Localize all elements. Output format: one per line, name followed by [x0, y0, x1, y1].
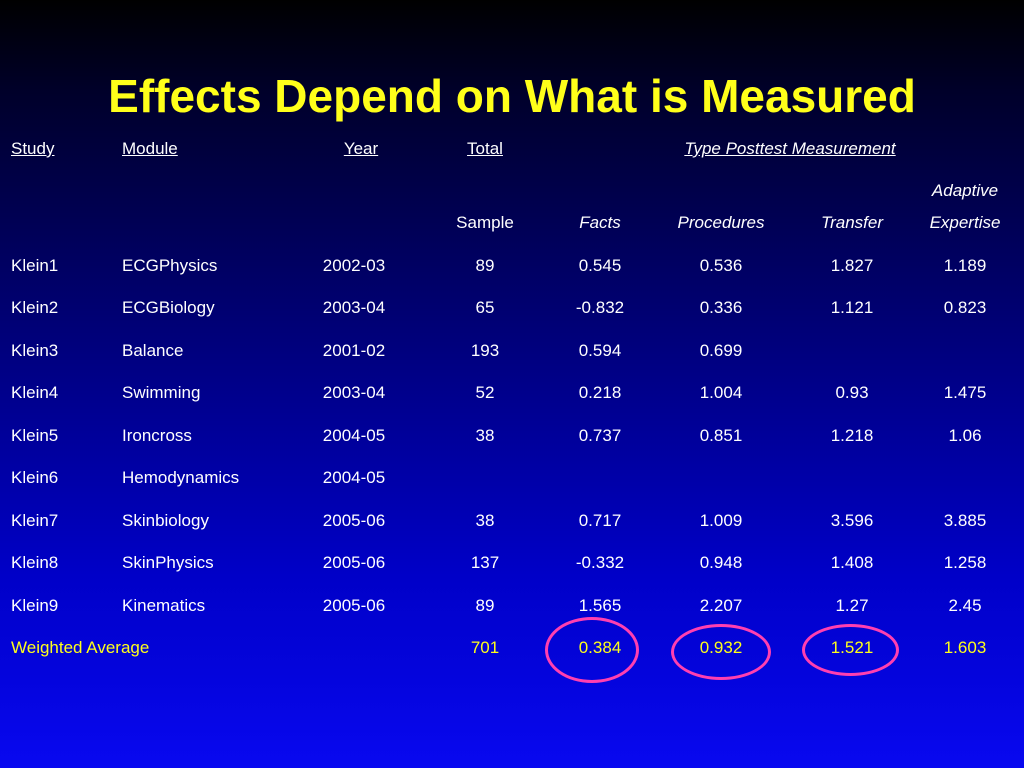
cell-adaptive: 1.06	[948, 426, 982, 445]
cell-year: 2003-04	[322, 383, 386, 402]
cell-module: Hemodynamics	[122, 468, 240, 487]
cell-adaptive: 0.823	[943, 298, 987, 317]
cell-module: Swimming	[122, 383, 201, 402]
cell-study: Klein5	[11, 426, 59, 445]
cell-procedures: 0.536	[699, 256, 743, 275]
cell-facts: 0.737	[578, 426, 622, 445]
cell-study: Klein3	[11, 341, 59, 360]
cell-sample: 89	[475, 596, 495, 615]
cell-adaptive: 2.45	[948, 596, 982, 615]
header-module: Module	[122, 139, 178, 158]
cell-study: Klein7	[11, 511, 59, 530]
cell-procedures: 0.699	[699, 341, 743, 360]
cell-transfer: 1.27	[835, 596, 869, 615]
header-total: Total	[467, 139, 503, 158]
cell-procedures: 2.207	[699, 596, 743, 615]
header-type-posttest: Type Posttest Measurement	[684, 139, 896, 158]
weighted-sample: 701	[470, 638, 500, 657]
header-sample: Sample	[456, 213, 514, 232]
highlight-circle-facts	[545, 617, 639, 683]
cell-sample: 137	[470, 553, 500, 572]
cell-sample: 38	[475, 426, 495, 445]
cell-transfer: 1.827	[830, 256, 874, 275]
slide-title: Effects Depend on What is Measured	[108, 70, 916, 122]
highlight-circle-procedures	[671, 624, 771, 680]
cell-facts: -0.332	[575, 553, 625, 572]
cell-adaptive: 1.475	[943, 383, 987, 402]
cell-procedures: 1.004	[699, 383, 743, 402]
cell-module: Balance	[122, 341, 184, 360]
header-year: Year	[343, 139, 379, 158]
cell-sample: 65	[475, 298, 495, 317]
header-study: Study	[11, 139, 55, 158]
header-transfer: Transfer	[820, 213, 884, 232]
cell-study: Klein9	[11, 596, 59, 615]
header-adaptive: Adaptive	[931, 181, 999, 200]
cell-transfer: 1.408	[830, 553, 874, 572]
highlight-circle-transfer	[802, 624, 899, 676]
cell-transfer: 1.121	[830, 298, 874, 317]
cell-transfer: 1.218	[830, 426, 874, 445]
cell-sample: 193	[470, 341, 500, 360]
cell-module: ECGPhysics	[122, 256, 218, 275]
cell-year: 2005-06	[322, 596, 386, 615]
cell-study: Klein2	[11, 298, 59, 317]
cell-sample: 89	[475, 256, 495, 275]
cell-procedures: 0.851	[699, 426, 743, 445]
cell-study: Klein6	[11, 468, 59, 487]
cell-facts: 0.717	[578, 511, 622, 530]
cell-year: 2005-06	[322, 553, 386, 572]
cell-year: 2004-05	[322, 468, 386, 487]
cell-module: ECGBiology	[122, 298, 215, 317]
header-procedures: Procedures	[677, 213, 765, 232]
cell-module: SkinPhysics	[122, 553, 214, 572]
cell-study: Klein4	[11, 383, 59, 402]
cell-year: 2003-04	[322, 298, 386, 317]
cell-year: 2002-03	[322, 256, 386, 275]
weighted-average-label: Weighted Average	[11, 638, 150, 657]
cell-facts: 1.565	[578, 596, 622, 615]
header-expertise: Expertise	[929, 213, 1001, 232]
cell-procedures: 0.336	[699, 298, 743, 317]
cell-sample: 38	[475, 511, 495, 530]
cell-year: 2004-05	[322, 426, 386, 445]
cell-sample: 52	[475, 383, 495, 402]
cell-adaptive: 1.189	[943, 256, 987, 275]
cell-study: Klein1	[11, 256, 59, 275]
cell-year: 2001-02	[322, 341, 386, 360]
header-facts: Facts	[579, 213, 621, 232]
cell-facts: 0.218	[578, 383, 622, 402]
cell-transfer: 3.596	[830, 511, 874, 530]
cell-study: Klein8	[11, 553, 59, 572]
cell-procedures: 0.948	[699, 553, 743, 572]
cell-facts: 0.545	[578, 256, 622, 275]
cell-procedures: 1.009	[699, 511, 743, 530]
cell-transfer: 0.93	[835, 383, 869, 402]
cell-facts: -0.832	[575, 298, 625, 317]
cell-year: 2005-06	[322, 511, 386, 530]
weighted-adaptive: 1.603	[943, 638, 987, 657]
cell-module: Kinematics	[122, 596, 206, 615]
cell-adaptive: 1.258	[943, 553, 987, 572]
cell-adaptive: 3.885	[943, 511, 987, 530]
cell-module: Skinbiology	[122, 511, 209, 530]
cell-module: Ironcross	[122, 426, 192, 445]
cell-facts: 0.594	[578, 341, 622, 360]
